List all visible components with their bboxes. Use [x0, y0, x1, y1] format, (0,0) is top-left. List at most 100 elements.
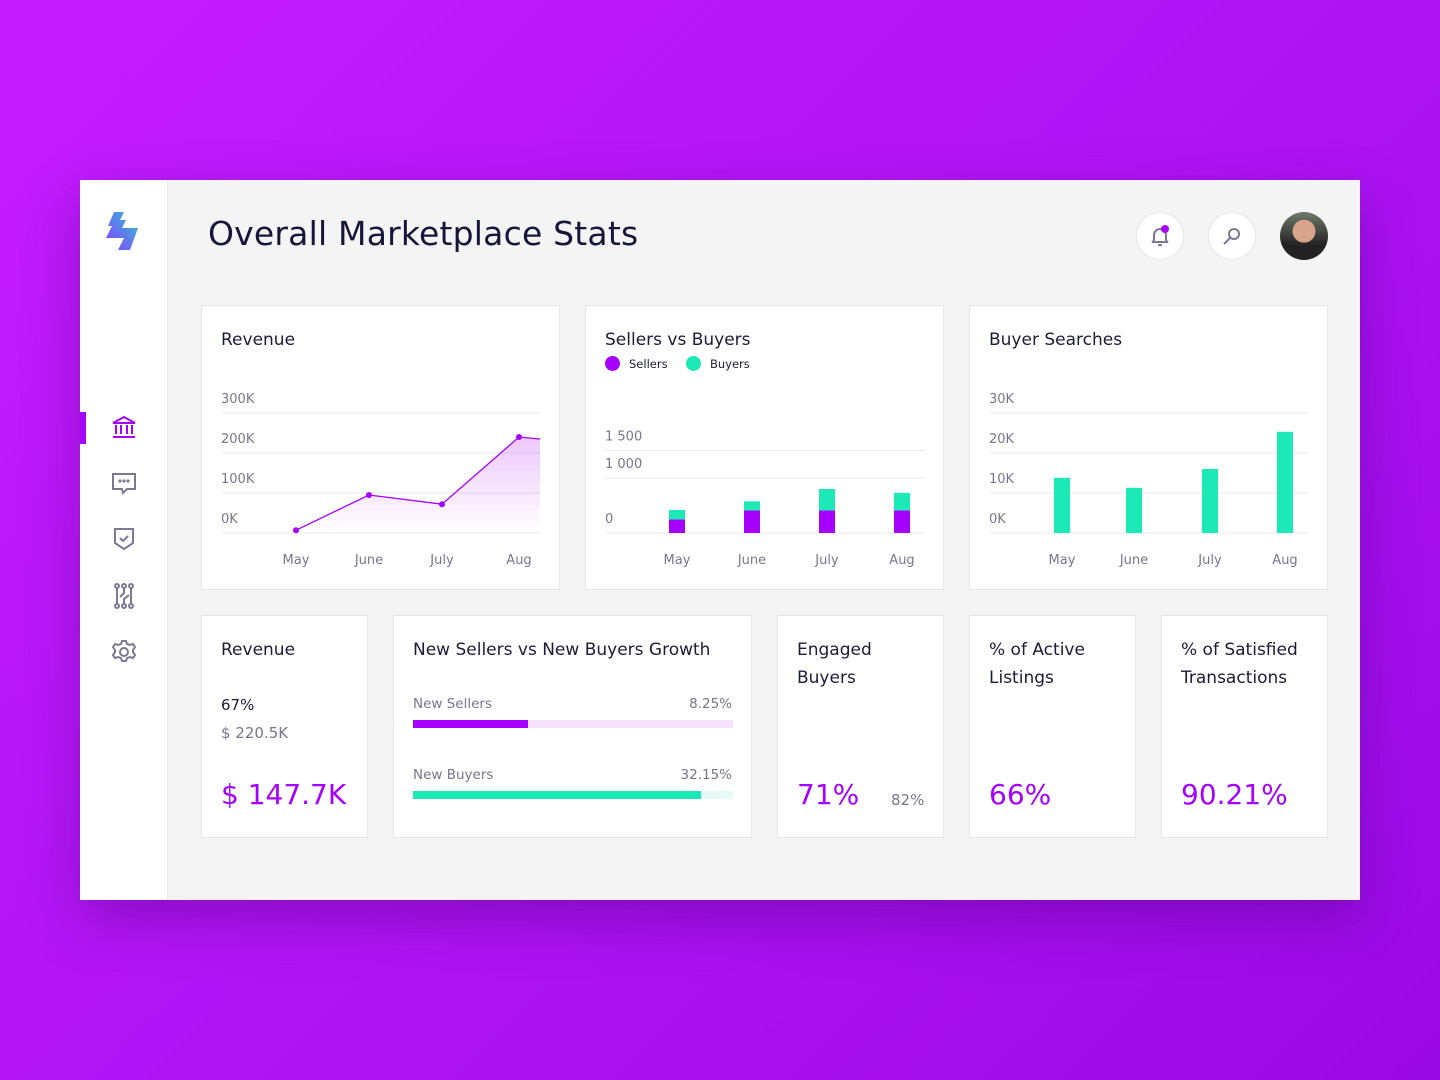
card-title: Buyer Searches — [989, 330, 1123, 350]
chat-icon — [112, 473, 136, 495]
sellers-buyers-bar-chart: 0 1 000 1 500 May June July Aug — [605, 430, 924, 568]
y-tick-label: 200K — [221, 432, 255, 447]
x-tick-label: June — [737, 553, 766, 568]
satisfied-transactions-card: % of Satisfied Transactions 90.21% — [1161, 615, 1328, 838]
card-title: Revenue — [221, 330, 296, 350]
engaged-value: 71% — [797, 778, 860, 811]
progress-fill — [413, 720, 529, 728]
card-title: New Sellers vs New Buyers Growth — [413, 640, 711, 660]
bar-buyers-aug — [894, 492, 910, 511]
user-avatar[interactable] — [1280, 212, 1328, 260]
y-tick-label: 0 — [605, 512, 613, 527]
x-tick-label: May — [283, 553, 310, 568]
search-button[interactable] — [1208, 212, 1256, 260]
x-tick-label: May — [664, 553, 691, 568]
active-nav-indicator — [80, 412, 86, 444]
legend-sellers: Sellers — [605, 356, 668, 371]
new-sellers-label: New Sellers — [413, 696, 493, 712]
legend-swatch — [605, 356, 620, 371]
growth-card: New Sellers vs New Buyers Growth New Sel… — [393, 615, 752, 838]
sidebar — [80, 180, 168, 900]
bar-searches-july — [1202, 469, 1218, 533]
sidebar-item-bank[interactable] — [110, 413, 138, 441]
engaged-secondary-value: 82% — [891, 791, 925, 809]
y-tick-label: 0K — [221, 512, 238, 527]
new-buyers-label: New Buyers — [413, 767, 494, 783]
shield-check-icon — [114, 528, 134, 551]
satisfied-value: 90.21% — [1181, 778, 1288, 811]
bar-buyers-july — [819, 489, 835, 511]
new-sellers-progress — [413, 720, 733, 728]
bar-sellers-aug — [894, 510, 910, 533]
card-title: % of Active Listings — [989, 640, 1085, 688]
bar-buyers-may — [669, 509, 685, 520]
progress-fill — [413, 791, 701, 799]
bar-searches-aug — [1277, 431, 1293, 533]
gear-icon — [111, 640, 137, 662]
y-tick-label: 30K — [989, 392, 1015, 407]
buyer-searches-bar-chart: 0K 10K 20K 30K May June July Aug — [989, 392, 1308, 568]
card-title: % of Satisfied Transactions — [1181, 640, 1298, 688]
circuit-icon — [114, 583, 134, 609]
x-tick-label: July — [814, 553, 839, 568]
engaged-buyers-card: Engaged Buyers 71% 82% — [777, 615, 944, 838]
legend-swatch — [686, 356, 701, 371]
revenue-target: $ 220.5K — [221, 724, 289, 742]
logo — [106, 212, 138, 250]
legend-buyers: Buyers — [686, 356, 750, 371]
bar-searches-june — [1126, 487, 1142, 533]
revenue-chart-card: Revenue 0K 100K 200K 300K May June July Aug — [201, 305, 560, 590]
bar-sellers-june — [744, 510, 760, 533]
bank-icon — [112, 415, 136, 438]
notifications-button[interactable] — [1136, 212, 1184, 260]
new-buyers-progress — [413, 791, 733, 799]
bar-searches-may — [1054, 477, 1070, 533]
card-title: Engaged Buyers — [797, 640, 872, 688]
revenue-point-july — [439, 501, 445, 508]
revenue-point-june — [366, 492, 372, 498]
x-tick-label: Aug — [506, 553, 531, 568]
x-tick-label: May — [1049, 553, 1076, 568]
active-listings-value: 66% — [989, 778, 1052, 811]
x-tick-label: July — [429, 553, 454, 568]
legend-label: Sellers — [629, 356, 668, 371]
revenue-percent: 67% — [221, 696, 255, 714]
sidebar-item-messages[interactable] — [110, 469, 138, 497]
card-title: Revenue — [221, 640, 296, 660]
sellers-vs-buyers-card: Sellers vs Buyers Sellers Buyers 0 1 000 1… — [585, 305, 944, 590]
new-buyers-value: 32.15% — [680, 767, 732, 783]
y-tick-label: 300K — [221, 392, 255, 407]
x-tick-label: Aug — [889, 553, 914, 568]
x-tick-label: Aug — [1272, 553, 1297, 568]
search-icon — [1223, 228, 1240, 245]
y-tick-label: 100K — [221, 472, 255, 487]
bell-icon — [1151, 225, 1169, 246]
revenue-stat-card: Revenue 67% $ 220.5K $ 147.7K — [201, 615, 368, 838]
y-tick-label: 1 500 — [605, 430, 642, 445]
revenue-line-chart: 0K 100K 200K 300K May June July Aug — [221, 392, 541, 568]
bar-buyers-june — [744, 501, 760, 511]
revenue-point-aug — [516, 434, 522, 440]
dashboard-window: Overall Marketplace Stats Revenue 0K 100K… — [80, 180, 1360, 900]
y-tick-label: 10K — [989, 472, 1015, 487]
active-listings-card: % of Active Listings 66% — [969, 615, 1136, 838]
revenue-value: $ 147.7K — [221, 778, 347, 811]
revenue-area — [296, 437, 540, 533]
bar-sellers-may — [669, 519, 685, 533]
revenue-point-may — [293, 527, 299, 534]
sidebar-item-integrations[interactable] — [110, 582, 138, 610]
x-tick-label: July — [1197, 553, 1222, 568]
new-sellers-value: 8.25% — [689, 696, 732, 712]
sidebar-item-settings[interactable] — [110, 638, 138, 666]
x-tick-label: June — [354, 553, 383, 568]
y-tick-label: 1 000 — [605, 457, 642, 472]
bar-sellers-july — [819, 510, 835, 533]
y-tick-label: 0K — [989, 512, 1006, 527]
sidebar-item-verification[interactable] — [110, 525, 138, 553]
buyer-searches-card: Buyer Searches 0K 10K 20K 30K May June July Aug — [969, 305, 1328, 590]
y-tick-label: 20K — [989, 432, 1015, 447]
card-title: Sellers vs Buyers — [605, 330, 751, 350]
page-title: Overall Marketplace Stats — [208, 214, 639, 253]
legend-label: Buyers — [710, 356, 750, 371]
x-tick-label: June — [1119, 553, 1148, 568]
